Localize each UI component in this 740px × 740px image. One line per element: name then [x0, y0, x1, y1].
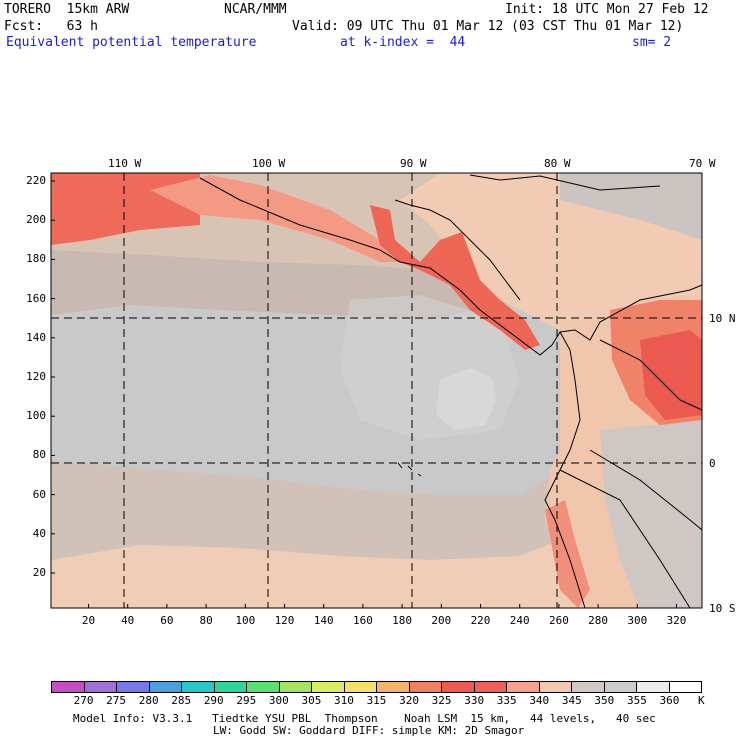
colorbar-swatch — [442, 682, 475, 692]
andes-red-dark — [640, 330, 702, 420]
lon-label-90w: 90 W — [400, 157, 427, 170]
colorbar-swatch — [279, 682, 312, 692]
model-info-line1: Model Info: V3.3.1 Tiedtke YSU PBL Thomp… — [73, 712, 656, 725]
y-tick-label: 140 — [26, 330, 46, 344]
x-tick-label: 240 — [509, 614, 530, 627]
y-tick-label: 160 — [26, 291, 46, 305]
colorbar-level-label: 280 — [138, 694, 159, 707]
x-tick-label: 120 — [274, 614, 295, 627]
amazon-grey — [600, 420, 702, 608]
x-tick-label: 100 — [235, 614, 256, 627]
colorbar-level-label: 295 — [236, 694, 257, 707]
colorbar-swatch — [377, 682, 410, 692]
x-tick-label: 180 — [392, 614, 413, 627]
map-frame — [50, 172, 703, 609]
colorbar-level-label: 300 — [268, 694, 289, 707]
colorbar-swatch — [604, 682, 637, 692]
colorbar-level-label: 320 — [399, 694, 419, 707]
lat-label-0: 0 — [709, 457, 716, 470]
y-tick-label: 220 — [26, 174, 46, 187]
colorbar-swatch — [507, 682, 540, 692]
colorbar-level-label: 325 — [431, 694, 452, 707]
colorbar-level-label: 305 — [301, 694, 322, 707]
colorbar — [51, 681, 702, 693]
colorbar-swatch — [84, 682, 117, 692]
lon-label-100w: 100 W — [252, 157, 286, 170]
colorbar-level-label: 340 — [529, 694, 550, 707]
colorbar-level-label: 330 — [464, 694, 485, 707]
run-title: TORERO 15km ARW — [4, 2, 130, 17]
x-tick-label: 200 — [431, 614, 452, 627]
colorbar-level-label: 345 — [561, 694, 582, 707]
light-patch-east — [340, 295, 520, 440]
colorbar-level-label: 315 — [366, 694, 387, 707]
y-tick-label: 20 — [32, 566, 46, 579]
lat-label-10n: 10 N — [709, 312, 736, 325]
x-tick-label: 60 — [160, 614, 174, 627]
colorbar-swatch — [312, 682, 345, 692]
colorbar-level-label: 290 — [203, 694, 224, 707]
colorbar-level-label: 310 — [334, 694, 354, 707]
x-tick-label: 160 — [352, 614, 373, 627]
level-label: at k-index = 44 — [340, 35, 466, 50]
x-tick-label: 280 — [588, 614, 609, 627]
x-tick-label: 260 — [548, 614, 569, 627]
init-time: Init: 18 UTC Mon 27 Feb 12 — [505, 2, 709, 17]
mexico-coast-red — [150, 175, 400, 262]
x-tick-label: 320 — [666, 614, 687, 627]
lat-label-10s: 10 S — [709, 602, 736, 615]
field-name: Equivalent potential temperature — [6, 35, 257, 50]
y-tick-label: 60 — [32, 487, 46, 501]
y-tick-label: 200 — [26, 213, 46, 227]
y-tick-label: 80 — [32, 448, 46, 462]
colorbar-swatch — [214, 682, 247, 692]
valid-time: Valid: 09 UTC Thu 01 Mar 12 (03 CST Thu … — [292, 19, 684, 34]
colorbar-level-label: 270 — [73, 694, 94, 707]
colorbar-level-label: 285 — [171, 694, 192, 707]
colorbar-swatch — [637, 682, 670, 692]
smoothing-label: sm= 2 — [632, 35, 672, 50]
y-tick-label: 120 — [26, 370, 46, 383]
colorbar-swatch — [539, 682, 572, 692]
x-tick-label: 140 — [313, 614, 334, 627]
y-tick-label: 40 — [32, 526, 46, 540]
x-tick-label: 220 — [470, 614, 491, 627]
colorbar-swatch — [409, 682, 442, 692]
graticule — [51, 173, 702, 608]
x-tick-label: 300 — [627, 614, 648, 627]
lon-label-80w: 80 W — [544, 157, 571, 170]
lon-label-70w: 70 W — [689, 157, 716, 170]
lon-label-110w: 110 W — [108, 157, 142, 170]
colorbar-level-label: 355 — [626, 694, 647, 707]
y-tick-label: 100 — [26, 409, 46, 423]
x-tick-label: 40 — [121, 614, 135, 627]
colorbar-swatch — [117, 682, 150, 692]
colorbar-level-label: 335 — [496, 694, 517, 707]
peach-band-south — [51, 540, 600, 608]
y-tick-label: 180 — [26, 252, 46, 266]
central-america-red — [370, 205, 540, 350]
forecast-hour: Fcst: 63 h — [4, 19, 98, 34]
colorbar-level-label: 275 — [106, 694, 127, 707]
coastlines — [199, 174, 703, 609]
colorbar-swatch — [149, 682, 182, 692]
colorbar-swatch — [247, 682, 280, 692]
colorbar-swatch — [669, 682, 701, 692]
x-tick-label: 80 — [199, 614, 213, 627]
colorbar-swatch — [344, 682, 377, 692]
colorbar-level-label: 360 — [659, 694, 680, 707]
x-tick-label: 20 — [81, 614, 96, 627]
colorbar-swatch — [572, 682, 605, 692]
colorbar-swatch — [182, 682, 215, 692]
model-info-line2: LW: Godd SW: Goddard DIFF: simple KM: 2D… — [213, 724, 525, 737]
axis-ticks — [51, 180, 677, 608]
center-label: NCAR/MMM — [224, 2, 287, 17]
colorbar-swatch — [52, 682, 85, 692]
colorbar-swatch — [474, 682, 507, 692]
colorbar-level-label: 350 — [594, 694, 615, 707]
colorbar-unit: K — [698, 694, 705, 707]
caribbean-grey — [560, 173, 702, 240]
